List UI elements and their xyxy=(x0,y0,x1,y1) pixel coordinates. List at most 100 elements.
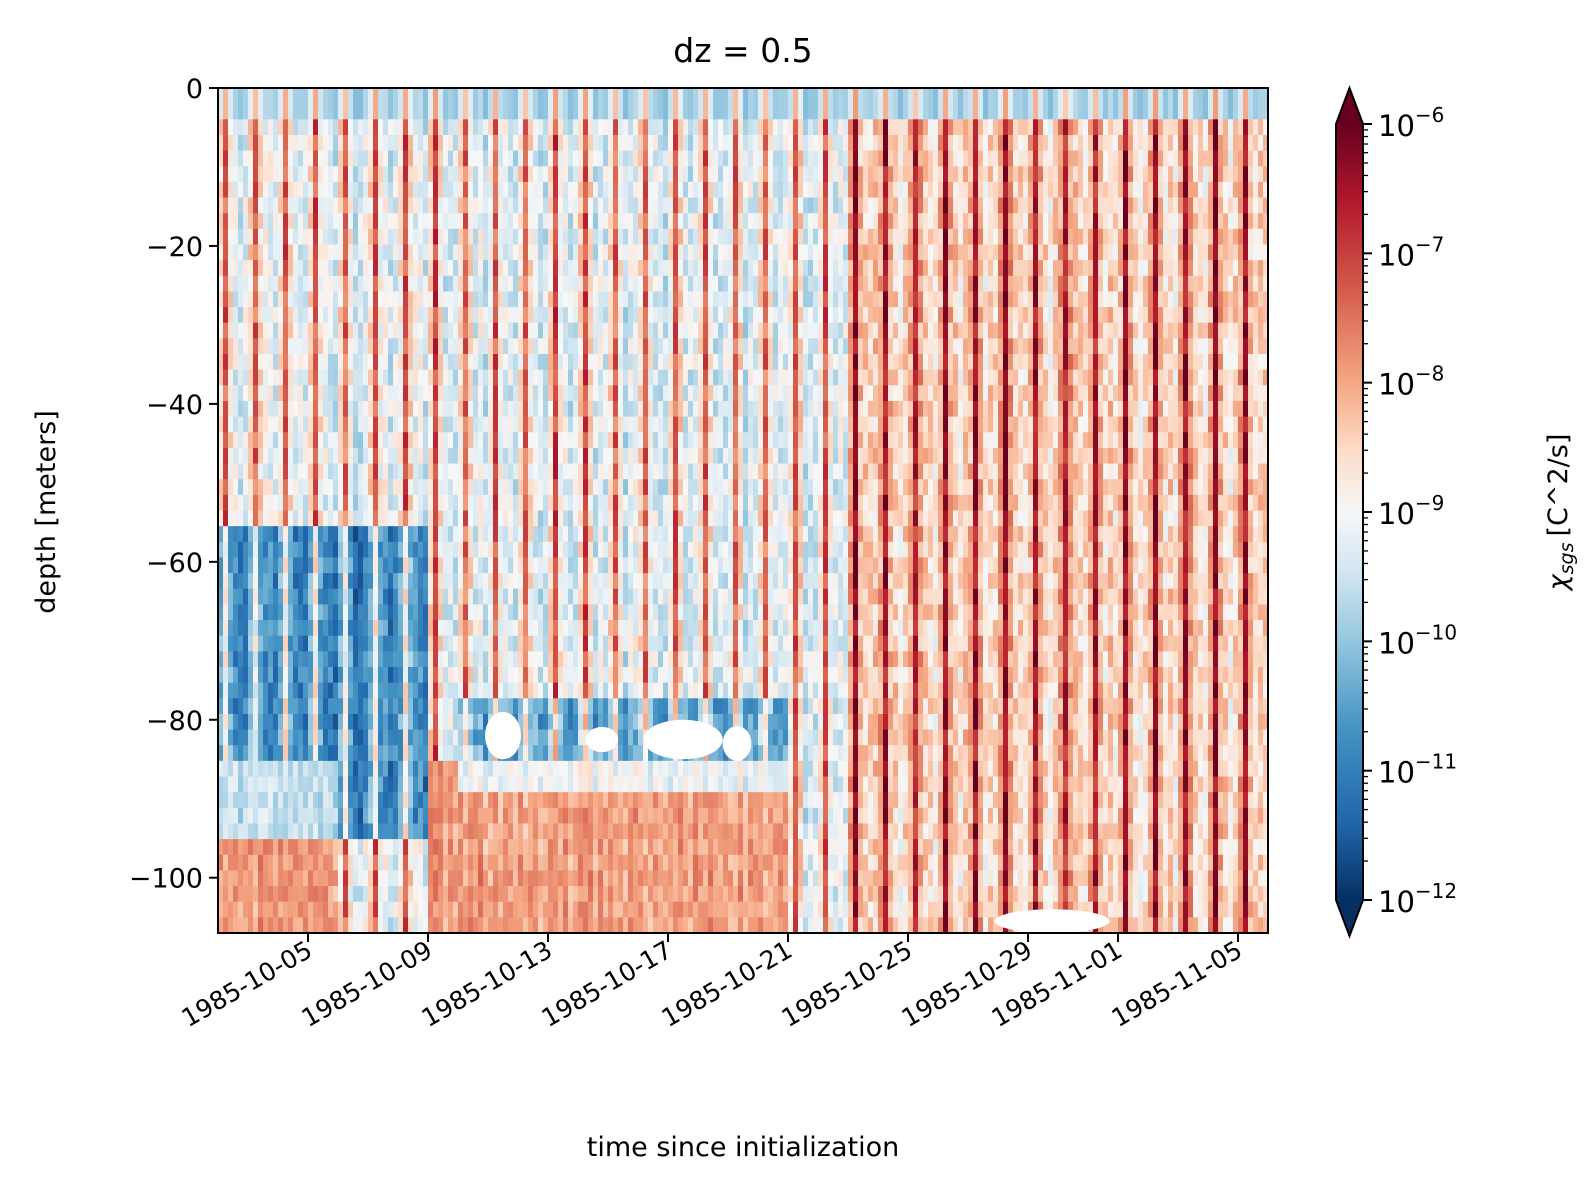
heatmap-cell xyxy=(593,103,599,120)
heatmap-cell xyxy=(588,354,594,371)
heatmap-cell xyxy=(558,338,564,355)
heatmap-cell xyxy=(473,635,479,652)
heatmap-cell xyxy=(288,416,294,433)
heatmap-cell xyxy=(598,354,604,371)
heatmap-cell xyxy=(328,354,334,371)
heatmap-cell xyxy=(403,260,409,277)
heatmap-cell xyxy=(558,354,564,371)
heatmap-cell xyxy=(533,88,539,105)
heatmap-cell xyxy=(233,588,239,605)
heatmap-cell xyxy=(508,854,514,872)
heatmap-cell xyxy=(548,541,554,559)
heatmap-cell xyxy=(308,573,314,590)
heatmap-cell xyxy=(398,463,404,480)
heatmap-cell xyxy=(503,760,509,778)
heatmap-cell xyxy=(313,651,319,668)
heatmap-cell xyxy=(618,134,624,152)
heatmap-cell xyxy=(518,197,524,214)
heatmap-cell xyxy=(313,134,319,152)
heatmap-cell xyxy=(343,400,349,418)
heatmap-cell xyxy=(328,870,334,887)
heatmap-cell xyxy=(268,854,274,872)
heatmap-cell xyxy=(633,119,639,136)
heatmap-cell xyxy=(648,228,654,246)
heatmap-cell xyxy=(618,213,624,230)
heatmap-cell xyxy=(373,447,379,465)
heatmap-cell xyxy=(383,588,389,605)
heatmap-cell xyxy=(328,666,334,684)
heatmap-cell xyxy=(678,166,684,183)
heatmap-cell xyxy=(573,369,579,386)
heatmap-cell xyxy=(458,870,464,887)
heatmap-cell xyxy=(478,150,484,167)
heatmap-cell xyxy=(398,338,404,355)
heatmap-cell xyxy=(558,854,564,872)
heatmap-cell xyxy=(663,197,669,214)
heatmap-cell xyxy=(473,541,479,559)
heatmap-cell xyxy=(493,823,499,840)
heatmap-cell xyxy=(613,635,619,652)
heatmap-cell xyxy=(473,228,479,246)
heatmap-cell xyxy=(613,416,619,433)
heatmap-cell xyxy=(443,666,449,684)
heatmap-cell xyxy=(628,745,634,762)
heatmap-cell xyxy=(418,228,424,246)
heatmap-cell xyxy=(568,870,574,887)
heatmap-cell xyxy=(653,698,659,715)
heatmap-cell xyxy=(313,620,319,637)
heatmap-cell xyxy=(313,886,319,903)
heatmap-cell xyxy=(413,917,419,933)
heatmap-cell xyxy=(478,119,484,136)
heatmap-cell xyxy=(368,713,374,731)
heatmap-cell xyxy=(548,416,554,433)
heatmap-cell xyxy=(658,682,664,699)
heatmap-cell xyxy=(443,385,449,402)
heatmap-cell xyxy=(558,573,564,590)
heatmap-cell xyxy=(243,400,249,418)
heatmap-cell xyxy=(648,510,654,527)
heatmap-cell xyxy=(368,463,374,480)
heatmap-cell xyxy=(458,573,464,590)
heatmap-cell xyxy=(328,886,334,903)
heatmap-cell xyxy=(263,917,269,933)
heatmap-cell xyxy=(253,541,259,559)
heatmap-cell xyxy=(413,698,419,715)
heatmap-cell xyxy=(313,166,319,183)
heatmap-cell xyxy=(568,181,574,199)
heatmap-cell xyxy=(508,338,514,355)
heatmap-cell xyxy=(593,854,599,872)
heatmap-cell xyxy=(463,369,469,386)
heatmap-cell xyxy=(593,510,599,527)
heatmap-cell xyxy=(428,134,434,152)
heatmap-cell xyxy=(358,432,364,449)
heatmap-cell xyxy=(658,354,664,371)
heatmap-cell xyxy=(233,776,239,793)
heatmap-cell xyxy=(273,901,279,918)
heatmap-cell xyxy=(363,776,369,793)
heatmap-cell xyxy=(518,557,524,574)
heatmap-cell xyxy=(658,307,664,324)
heatmap-cell xyxy=(463,526,469,543)
heatmap-cell xyxy=(548,682,554,699)
heatmap-cell xyxy=(458,541,464,559)
heatmap-cell xyxy=(238,839,244,856)
heatmap-cell xyxy=(358,291,364,308)
heatmap-cell xyxy=(373,228,379,246)
heatmap-cell xyxy=(278,729,284,746)
heatmap-cell xyxy=(273,541,279,559)
heatmap-cell xyxy=(533,228,539,246)
heatmap-cell xyxy=(233,447,239,465)
heatmap-cell xyxy=(268,244,274,261)
heatmap-cell xyxy=(458,666,464,684)
heatmap-cell xyxy=(458,150,464,167)
heatmap-cell xyxy=(353,307,359,324)
heatmap-cell xyxy=(573,698,579,715)
heatmap-cell xyxy=(388,354,394,371)
heatmap-cell xyxy=(593,839,599,856)
heatmap-cell xyxy=(253,573,259,590)
heatmap-cell xyxy=(308,807,314,825)
heatmap-cell xyxy=(508,291,514,308)
heatmap-cell xyxy=(573,682,579,699)
heatmap-cell xyxy=(488,260,494,277)
heatmap-cell xyxy=(338,698,344,715)
